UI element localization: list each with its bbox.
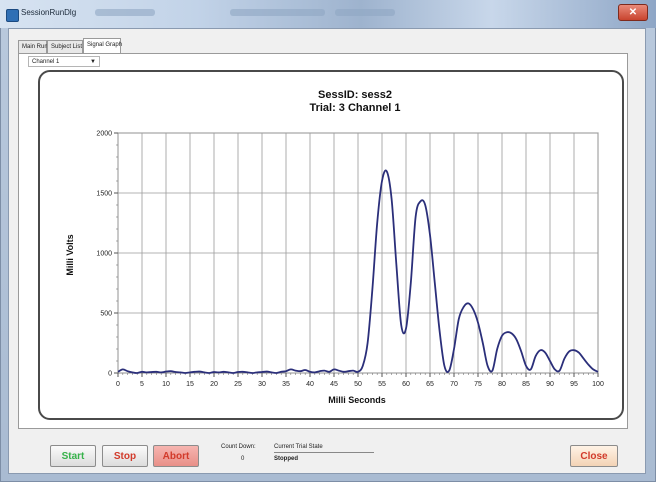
y-axis-ticks: 0 500 1000 1500 2000: [96, 131, 118, 378]
x-tick-label: 55: [378, 381, 386, 388]
abort-button[interactable]: Abort: [153, 445, 199, 467]
chevron-down-icon[interactable]: ▼: [90, 59, 96, 65]
stop-button[interactable]: Stop: [102, 445, 148, 467]
x-tick-label: 40: [306, 381, 314, 388]
y-tick-label: 1500: [96, 191, 112, 198]
tab-main-run[interactable]: Main Run: [18, 40, 48, 53]
window-title: SessionRunDlg: [21, 8, 77, 17]
y-tick-label: 2000: [96, 131, 112, 138]
chart-subtitle: Trial: 3 Channel 1: [309, 102, 400, 114]
channel-select[interactable]: Channel 1 ▼: [28, 56, 100, 67]
x-tick-label: 50: [354, 381, 362, 388]
background-blur: [335, 9, 395, 16]
x-tick-label: 30: [258, 381, 266, 388]
background-blur: [230, 9, 325, 16]
start-button[interactable]: Start: [50, 445, 96, 467]
series-group: [117, 169, 599, 374]
x-tick-label: 0: [116, 381, 120, 388]
x-tick-label: 95: [570, 381, 578, 388]
x-tick-label: 20: [210, 381, 218, 388]
count-down-value: 0: [241, 456, 245, 462]
tab-subject-list[interactable]: Subject List: [47, 40, 83, 53]
channel-select-value: Channel 1: [32, 59, 60, 65]
x-tick-label: 85: [522, 381, 530, 388]
app-icon: [6, 9, 19, 22]
x-tick-label: 15: [186, 381, 194, 388]
x-tick-label: 65: [426, 381, 434, 388]
count-down-label: Count Down:: [221, 444, 256, 450]
window-close-button[interactable]: ✕: [618, 4, 648, 21]
y-tick-label: 1000: [96, 251, 112, 258]
series-line: [117, 169, 599, 374]
x-tick-label: 70: [450, 381, 458, 388]
x-tick-label: 60: [402, 381, 410, 388]
x-tick-label: 80: [498, 381, 506, 388]
chart-title: SessID: sess2: [318, 89, 392, 101]
x-tick-label: 10: [162, 381, 170, 388]
chart-grid: [117, 132, 599, 374]
trial-state-divider: [274, 452, 374, 453]
background-blur: [95, 9, 155, 16]
x-tick-label: 25: [234, 381, 242, 388]
y-tick-label: 0: [108, 371, 112, 378]
trial-state-value: Stopped: [274, 456, 298, 462]
x-tick-label: 90: [546, 381, 554, 388]
title-bar[interactable]: SessionRunDlg ✕: [0, 0, 656, 28]
x-axis-ticks: 0 5 10 15 20 25 30 35 40 45 50 55 60 65 70 75 80 85 90 95 10…: [116, 373, 604, 388]
x-tick-label: 75: [474, 381, 482, 388]
trial-state-label: Current Trial State: [274, 444, 323, 450]
y-tick-label: 500: [100, 311, 112, 318]
x-tick-label: 100: [592, 381, 604, 388]
x-axis-label: Milli Seconds: [328, 395, 386, 405]
x-tick-label: 5: [140, 381, 144, 388]
y-axis-label: Milli Volts: [65, 234, 75, 275]
tab-signal-graph[interactable]: Signal Graph: [83, 38, 122, 54]
x-tick-label: 45: [330, 381, 338, 388]
close-button[interactable]: Close: [570, 445, 618, 467]
x-tick-label: 35: [282, 381, 290, 388]
